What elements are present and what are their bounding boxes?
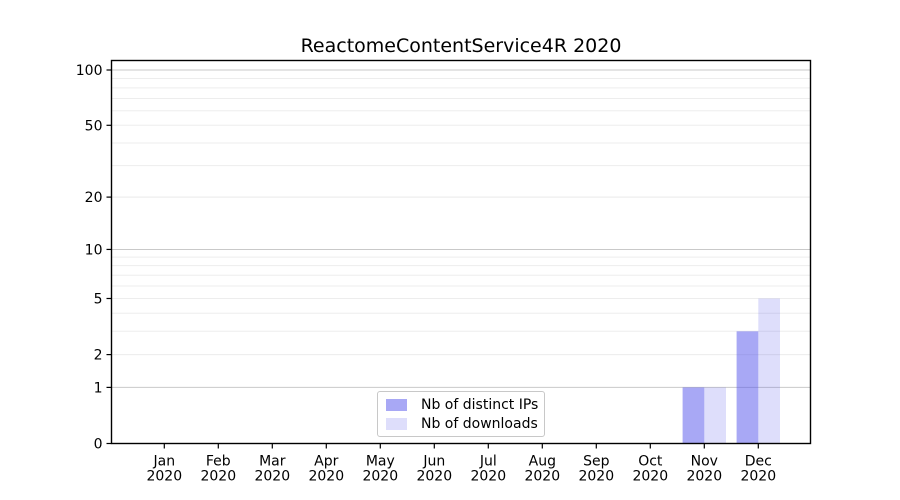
x-tick-label-year-feb: 2020: [200, 469, 236, 485]
y-tick-label-100: 100: [76, 63, 103, 79]
y-tick-label-20: 20: [85, 190, 103, 206]
y-tick-label-1: 1: [94, 380, 103, 396]
legend-label-distinct-ips: Nb of distinct IPs: [421, 396, 539, 413]
y-tick-label-5: 5: [94, 291, 103, 307]
bar-nb-of-distinct-ips-nov-2020: [682, 387, 705, 444]
x-tick-label-year-jun: 2020: [416, 469, 452, 485]
x-tick-label-year-oct: 2020: [632, 469, 668, 485]
x-tick-label-month-feb: Feb: [206, 454, 231, 470]
x-tick-label-year-may: 2020: [362, 469, 398, 485]
x-tick-label-month-jul: Jul: [479, 454, 497, 470]
legend-swatch-downloads: [386, 417, 407, 430]
x-tick-label-year-jul: 2020: [470, 469, 506, 485]
legend-label-downloads: Nb of downloads: [421, 415, 538, 432]
chart-title: ReactomeContentService4R 2020: [300, 35, 622, 57]
x-tick-label-month-aug: Aug: [529, 454, 556, 470]
y-tick-label-10: 10: [85, 242, 103, 258]
x-tick-label-month-dec: Dec: [745, 454, 772, 470]
x-tick-label-year-apr: 2020: [308, 469, 344, 485]
bar-nb-of-downloads-nov-2020: [704, 387, 726, 444]
x-tick-label-month-mar: Mar: [259, 454, 286, 470]
x-tick-label-year-dec: 2020: [740, 469, 776, 485]
plot-frame: [110, 59, 812, 445]
x-tick-label-month-apr: Apr: [314, 454, 338, 470]
x-tick-label-month-jan: Jan: [153, 454, 176, 470]
x-tick-label-month-nov: Nov: [691, 454, 718, 470]
x-tick-label-month-may: May: [366, 454, 395, 470]
x-tick-label-year-aug: 2020: [524, 469, 560, 485]
plot-area: [111, 60, 811, 444]
legend-swatch-distinct-ips: [386, 398, 407, 411]
x-tick-label-month-oct: Oct: [638, 454, 663, 470]
x-tick-label-year-mar: 2020: [254, 469, 290, 485]
legend-item-downloads: Nb of downloads: [386, 415, 538, 432]
x-tick-label-month-sep: Sep: [583, 454, 610, 470]
x-tick-label-year-nov: 2020: [686, 469, 722, 485]
x-tick-label-year-sep: 2020: [578, 469, 614, 485]
legend: Nb of distinct IPs Nb of downloads: [377, 391, 545, 437]
y-tick-label-50: 50: [85, 118, 103, 134]
legend-item-distinct-ips: Nb of distinct IPs: [386, 396, 539, 413]
y-tick-label-0: 0: [94, 437, 103, 453]
bar-nb-of-distinct-ips-dec-2020: [736, 331, 759, 444]
y-tick-label-2: 2: [94, 348, 103, 364]
x-tick-label-year-jan: 2020: [146, 469, 182, 485]
bar-nb-of-downloads-dec-2020: [758, 298, 780, 444]
x-tick-label-month-jun: Jun: [422, 454, 445, 470]
